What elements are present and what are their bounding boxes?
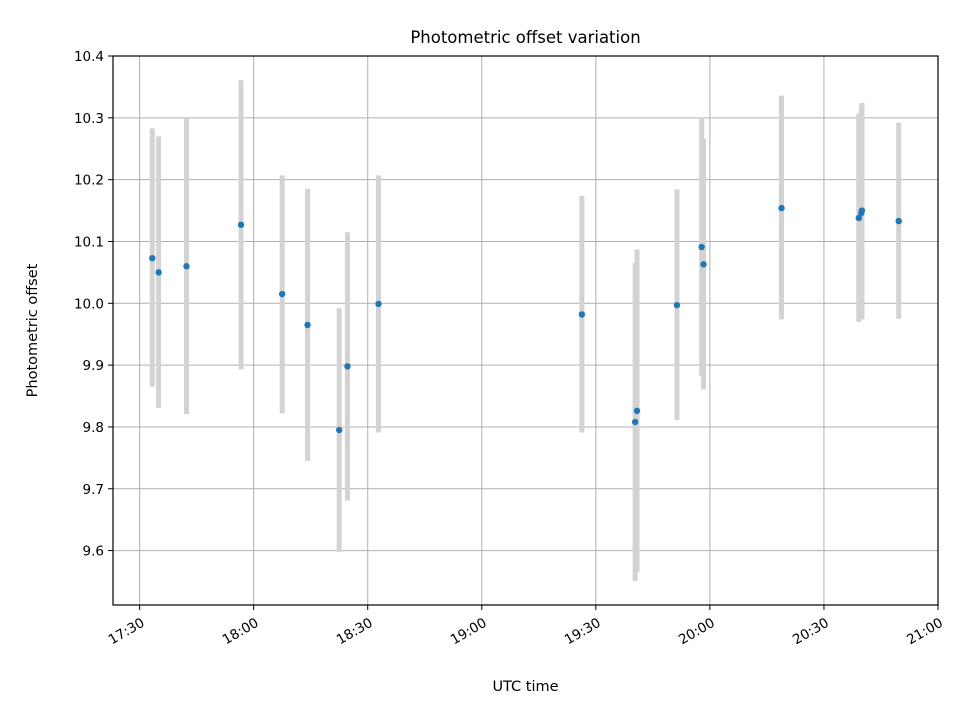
y-tick-label: 10.0 <box>74 296 104 312</box>
data-point <box>155 269 162 276</box>
y-tick-label: 10.4 <box>74 49 104 65</box>
y-tick-label: 9.9 <box>83 358 104 374</box>
y-tick-label: 10.1 <box>74 234 104 250</box>
y-axis-label: Photometric offset <box>25 263 41 397</box>
data-point <box>278 290 286 298</box>
data-point <box>578 311 586 318</box>
data-point <box>700 261 707 268</box>
data-point <box>344 363 351 370</box>
data-point <box>633 407 641 415</box>
data-point <box>858 207 866 214</box>
data-point <box>183 263 190 270</box>
data-point <box>631 418 639 426</box>
data-point <box>304 321 311 329</box>
plot-frame <box>112 55 939 606</box>
chart-title: Photometric offset variation <box>410 28 640 47</box>
data-point <box>237 221 245 228</box>
data-point <box>698 243 705 251</box>
data-point <box>673 301 681 309</box>
data-point <box>375 300 382 308</box>
y-tick-label: 10.2 <box>74 173 104 189</box>
x-axis-label: UTC time <box>492 679 558 695</box>
data-point <box>855 214 862 222</box>
y-tick-label: 9.7 <box>83 482 104 498</box>
y-axis-ticks: 9.6 9.7 9.8 9.9 10.0 10.1 10.2 10.3 10.4 <box>74 49 113 560</box>
y-tick-label: 9.6 <box>83 544 104 560</box>
data-points <box>149 204 902 434</box>
y-tick-label: 9.8 <box>83 420 104 436</box>
data-point <box>895 217 902 225</box>
data-point <box>336 426 343 434</box>
data-point <box>149 254 156 262</box>
y-tick-label: 10.3 <box>74 111 104 127</box>
data-point <box>778 204 785 212</box>
